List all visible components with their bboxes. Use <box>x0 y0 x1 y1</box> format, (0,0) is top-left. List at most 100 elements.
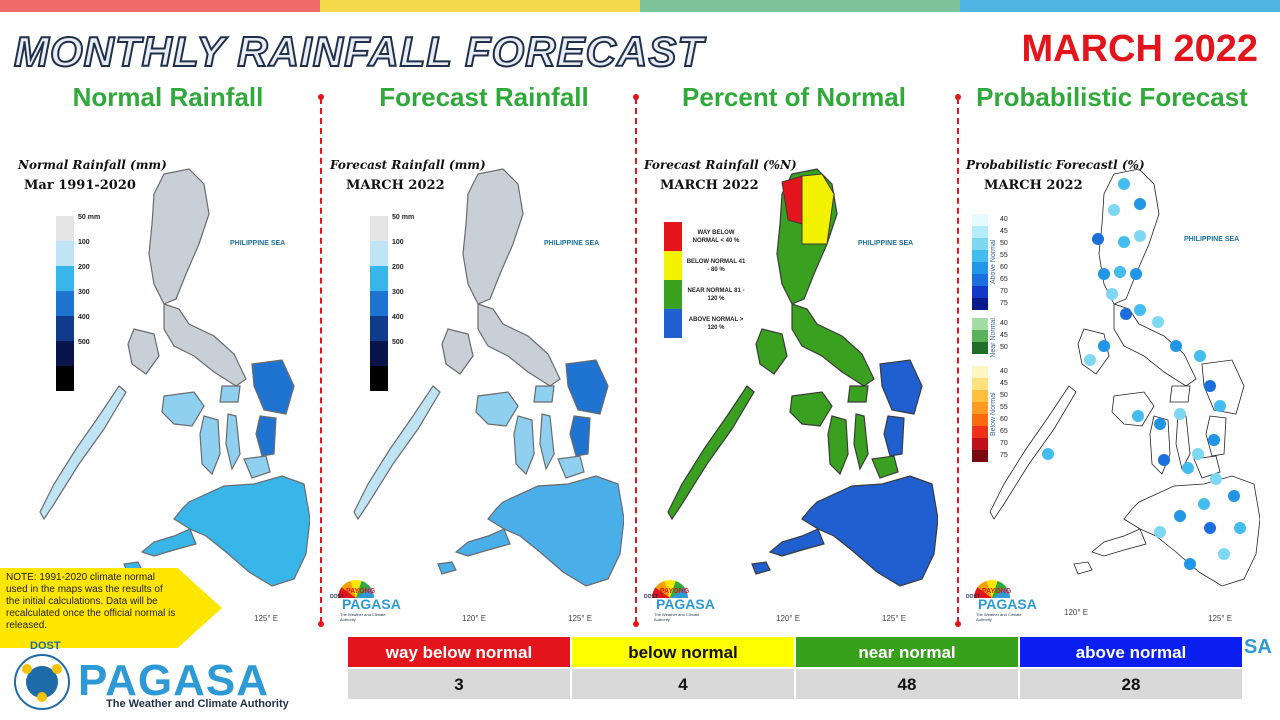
summary-count-above: 28 <box>1019 668 1243 700</box>
station-dot <box>1154 418 1166 430</box>
station-dot <box>1098 340 1110 352</box>
legend-label: 75 <box>1000 300 1008 307</box>
legend-swatch <box>972 298 988 310</box>
region-below <box>801 173 835 245</box>
station-dot <box>1158 454 1170 466</box>
longitude-label: 120° E <box>776 614 801 623</box>
legend-item: 200 <box>56 264 100 291</box>
island-zamboanga <box>140 528 197 557</box>
summary-count-near: 48 <box>795 668 1019 700</box>
pagasa-seal-icon <box>14 654 70 710</box>
island-luzon-north <box>462 168 524 305</box>
island-luzon-north <box>1098 168 1160 305</box>
longitude-label: 125° E <box>882 614 907 623</box>
map-period: MARCH 2022 <box>346 178 445 193</box>
edge-logo-fragment: SA <box>1244 636 1272 658</box>
island-palawan <box>989 385 1077 520</box>
island-palawan <box>353 385 441 521</box>
island-sulu <box>1073 561 1093 575</box>
logo-dost-text: DOST <box>330 594 344 600</box>
sea-label: PHILIPPINE SEA <box>1184 236 1240 243</box>
island-zamboanga <box>768 528 825 557</box>
station-dot <box>1114 266 1126 278</box>
legend-item: ABOVE NORMAL > 120 % <box>664 309 746 338</box>
legend-label: 100 <box>392 239 404 246</box>
top-bar-segment <box>960 0 1280 12</box>
logo-payong-text: PAYONG <box>982 588 1012 595</box>
legend-swatch <box>56 266 74 291</box>
payong-pagasa-logo: DOST PAYONG PAGASA The Weather and Clima… <box>966 580 1037 622</box>
legend-swatch <box>664 309 682 338</box>
station-dot <box>1228 490 1240 502</box>
island-masbate <box>847 385 869 403</box>
seal-star <box>52 664 62 674</box>
map-probabilistic: Probabilistic Forecastl (%) MARCH 2022 P… <box>964 124 1260 624</box>
island-samar <box>251 359 295 415</box>
island-mindoro <box>441 328 474 375</box>
legend-item: 50 mm <box>56 214 100 241</box>
legend-label: WAY BELOW NORMAL < 40 % <box>692 229 740 244</box>
station-dot <box>1184 558 1196 570</box>
legend-swatch <box>370 291 388 316</box>
island-panay <box>789 391 833 427</box>
station-dot <box>1214 400 1226 412</box>
legend-item: 100 <box>56 239 100 266</box>
legend-swatch <box>56 366 74 391</box>
logo-dost-text: DOST <box>644 594 658 600</box>
island-sulu <box>751 561 771 575</box>
station-dot <box>1192 448 1204 460</box>
payong-pagasa-logo: DOST PAYONG PAGASA The Weather and Clima… <box>644 580 715 622</box>
station-dot <box>1204 380 1216 392</box>
legend-group-above: Above Normal 40 45 50 55 60 65 70 75 <box>972 214 1008 310</box>
logo-tagline: The Weather and Climate Authority <box>976 612 1022 622</box>
forecast-month: MARCH 2022 <box>1021 28 1258 70</box>
summary-count-below: 4 <box>571 668 795 700</box>
panel-heading-percent: Percent of Normal <box>682 82 906 112</box>
legend-label: BELOW NORMAL 41 - 80 % <box>686 258 746 273</box>
legend-label: ABOVE NORMAL > 120 % <box>688 316 744 331</box>
legend-swatch <box>370 316 388 341</box>
legend-item: 400 <box>56 314 100 341</box>
map-title: Forecast Rainfall (%N) <box>644 158 797 172</box>
legend-group-title: Near Normal <box>990 318 997 358</box>
seal-star <box>22 664 32 674</box>
legend-swatch <box>370 216 388 241</box>
philippines-map-forecast <box>353 168 624 587</box>
island-luzon-south <box>477 303 561 387</box>
longitude-label: 125° E <box>568 614 593 623</box>
island-leyte <box>255 415 277 457</box>
station-dot <box>1204 522 1216 534</box>
legend-swatch <box>972 377 988 390</box>
map-title: Probabilistic Forecastl (%) <box>966 158 1145 172</box>
legend-label: 60 <box>1000 264 1008 271</box>
map-period: Mar 1991-2020 <box>24 178 136 193</box>
legend-swatch <box>664 251 682 280</box>
logo-dost-label: DOST <box>30 640 61 652</box>
summary-header-row: way below normal below normal near norma… <box>347 636 1243 668</box>
logo-pagasa-text: PAGASA <box>978 596 1037 612</box>
station-dot <box>1174 510 1186 522</box>
legend-label: 500 <box>78 339 90 346</box>
island-masbate <box>533 385 555 403</box>
legend-swatch <box>972 330 988 342</box>
pagasa-logo: DOST PAGASA The Weather and Climate Auth… <box>14 640 314 712</box>
legend-label: 45 <box>1000 332 1008 339</box>
island-cebu <box>853 413 869 471</box>
logo-name: PAGASA <box>78 656 269 705</box>
station-dot <box>1042 448 1054 460</box>
island-masbate <box>219 385 241 403</box>
island-palawan <box>667 385 755 521</box>
island-luzon-south <box>1113 303 1197 387</box>
legend-label: 40 <box>1000 320 1008 327</box>
station-dot <box>1208 434 1220 446</box>
island-bohol <box>557 455 585 479</box>
legend-item: 400 <box>370 314 414 341</box>
station-dot <box>1210 473 1222 485</box>
sea-label: PHILIPPINE SEA <box>858 240 914 247</box>
logo-tagline: The Weather and Climate Authority <box>106 698 289 710</box>
island-mindanao <box>173 475 310 587</box>
island-leyte <box>883 415 905 457</box>
map-normal-rainfall: Normal Rainfall (mm) Mar 1991-2020 PHILI… <box>14 124 310 624</box>
umbrella-icon <box>338 580 374 598</box>
island-zamboanga <box>454 528 511 557</box>
